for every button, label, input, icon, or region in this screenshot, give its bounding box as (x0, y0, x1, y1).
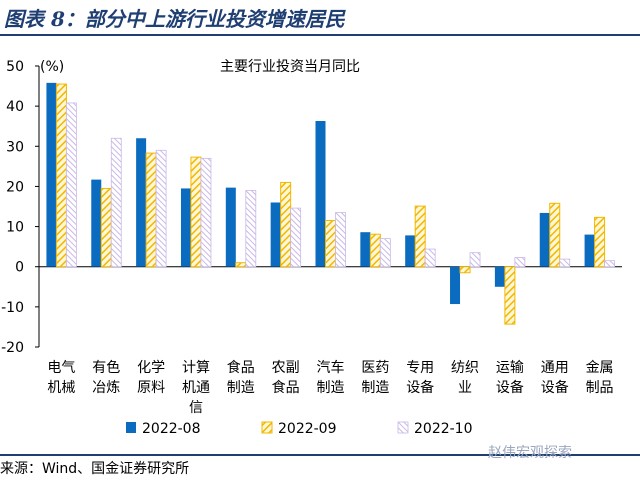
bar-2022-09-cat-12 (594, 216, 606, 268)
bar-2022-08-cat-9 (450, 266, 461, 305)
bars-layer (46, 82, 615, 325)
bar-2022-09-cat-8 (414, 205, 426, 268)
y-tick-label: 20 (6, 179, 24, 195)
bar-2022-08-cat-5 (270, 202, 281, 267)
category-label: 农副 (272, 360, 300, 376)
bar-2022-10-cat-2 (155, 149, 167, 268)
bar-2022-10-cat-3 (200, 157, 212, 268)
labels-layer: (%) 主要行业投资当月同比电气机械有色冶炼化学原料计算机通信食品制造农副食品汽车… (40, 59, 614, 416)
category-label: 设备 (406, 379, 434, 396)
bar-2022-10-cat-10 (514, 257, 526, 268)
footer-rule (0, 454, 640, 456)
category-label: 食品 (227, 359, 255, 376)
category-label: 冶炼 (92, 380, 120, 396)
bar-2022-10-cat-12 (604, 260, 615, 268)
legend-swatch-2022-08 (126, 422, 136, 433)
category-label: 制造 (317, 380, 345, 396)
category-label: 设备 (496, 379, 524, 396)
category-label: 原料 (137, 380, 165, 396)
y-tick-label: -20 (1, 340, 24, 356)
bar-2022-09-cat-2 (145, 152, 157, 268)
category-label: 纺织 (451, 360, 479, 376)
category-label: 制造 (361, 380, 389, 396)
bar-2022-10-cat-4 (245, 190, 257, 268)
bar-2022-09-cat-9 (459, 266, 471, 274)
legend-swatch-2022-09 (261, 421, 273, 434)
bar-2022-08-cat-2 (136, 138, 147, 267)
bar-2022-08-cat-7 (360, 232, 371, 267)
bar-2022-08-cat-10 (494, 266, 505, 287)
bar-2022-09-cat-6 (325, 220, 336, 268)
bar-2022-09-cat-5 (280, 181, 292, 268)
bar-2022-10-cat-9 (469, 252, 481, 268)
category-label: 电气 (47, 360, 75, 376)
legend-label-2022-08: 2022-08 (142, 421, 201, 437)
category-label: 设备 (541, 379, 569, 396)
figure-header: 图表 8：部分中上游行业投资增速居民 (0, 0, 640, 33)
bar-2022-10-cat-1 (110, 137, 122, 268)
bar-2022-08-cat-6 (315, 120, 326, 267)
bar-2022-10-cat-11 (559, 258, 571, 268)
category-label: 化学 (137, 360, 165, 376)
bar-2022-08-cat-1 (91, 179, 102, 267)
bar-2022-09-cat-4 (235, 262, 247, 268)
bar-2022-10-cat-5 (290, 207, 302, 268)
legend: 2022-08 2022-09 2022-10 (126, 421, 473, 437)
category-label: 计算 (182, 360, 210, 376)
bar-2022-08-cat-12 (584, 234, 595, 267)
y-tick-label: 50 (6, 59, 24, 75)
bar-2022-10-cat-7 (379, 238, 391, 268)
category-label: 专用 (406, 360, 434, 376)
chart-title: 主要行业投资当月同比 (220, 59, 360, 75)
figure-title: 图表 8：部分中上游行业投资增速居民 (4, 7, 345, 31)
category-label: 食品 (272, 379, 300, 396)
bar-2022-08-cat-8 (405, 235, 416, 267)
category-label: 有色 (92, 359, 120, 376)
category-label: 医药 (361, 360, 389, 376)
category-label: 制造 (227, 380, 255, 396)
bar-2022-09-cat-10 (504, 266, 516, 325)
category-label: 信 (189, 400, 203, 416)
bar-2022-10-cat-8 (424, 248, 436, 268)
bar-2022-09-cat-11 (549, 202, 561, 268)
category-label: 机通 (182, 380, 210, 396)
bar-2022-09-cat-0 (55, 83, 67, 268)
y-tick-label: 40 (6, 99, 24, 115)
bar-2022-08-cat-4 (225, 187, 236, 267)
bar-2022-08-cat-0 (46, 82, 57, 267)
bar-2022-08-cat-11 (539, 212, 550, 267)
bar-2022-08-cat-3 (180, 188, 191, 267)
category-label: 制品 (586, 380, 614, 396)
bar-2022-09-cat-1 (100, 187, 112, 268)
figure-source: 来源：Wind、国金证券研究所 (0, 461, 190, 477)
header-rule (0, 34, 640, 36)
legend-swatch-2022-10 (397, 421, 409, 434)
bar-2022-10-cat-6 (335, 212, 346, 268)
bar-2022-09-cat-7 (369, 233, 381, 268)
category-label: 运输 (496, 360, 524, 376)
watermark-text: 赵伟宏观探索 (488, 445, 572, 461)
bar-2022-10-cat-0 (66, 102, 77, 268)
y-tick-label: 30 (6, 139, 24, 155)
legend-label-2022-10: 2022-10 (414, 421, 473, 437)
category-label: 通用 (541, 360, 569, 376)
y-tick-label: -10 (1, 300, 24, 316)
category-label: 机械 (47, 380, 75, 396)
y-tick-label: 0 (15, 260, 24, 276)
category-label: 汽车 (317, 359, 345, 376)
category-label: 金属 (586, 360, 614, 376)
y-tick-label: 10 (6, 220, 24, 236)
legend-label-2022-09: 2022-09 (278, 421, 337, 437)
y-unit-label: (%) (40, 59, 64, 75)
category-label: 业 (458, 380, 472, 396)
bar-2022-09-cat-3 (190, 156, 202, 268)
